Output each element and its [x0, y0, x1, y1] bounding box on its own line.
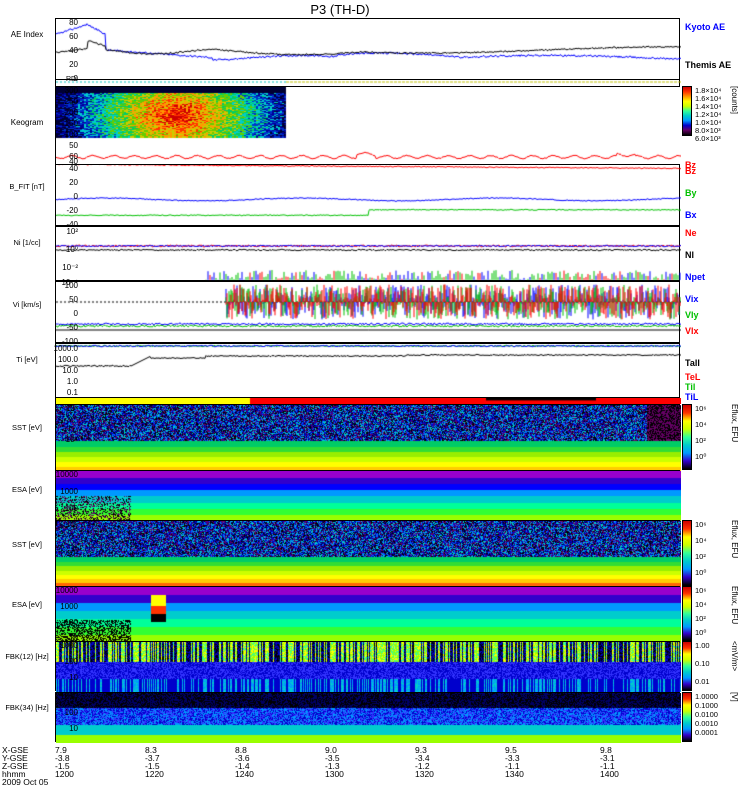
panel-esa2 — [55, 586, 680, 641]
ni-curve-canvas — [56, 227, 681, 282]
panel-fbk12 — [55, 641, 680, 691]
panel-keogram — [55, 86, 680, 164]
legend-tel: TeL — [685, 372, 700, 382]
panel-vi — [55, 281, 680, 343]
legend-vix: Vix — [685, 294, 698, 304]
esa2-colorbar — [682, 586, 692, 641]
legend-til2: TiL — [685, 392, 698, 402]
sst2-heatmap-canvas — [56, 521, 681, 587]
legend-ne: Ne — [685, 228, 697, 238]
ae-ytick-0: 80 — [40, 18, 78, 27]
axis-col-4-label: 1320 — [415, 769, 434, 779]
axis-col-1-label: 1220 — [145, 769, 164, 779]
fbk12-heatmap-canvas — [56, 642, 681, 692]
science-plot-root: P3 (TH-D) AE Index 80 60 40 20 0 Kyoto A… — [0, 0, 750, 800]
legend-til: Til — [685, 382, 695, 392]
axis-col-3-label: 1300 — [325, 769, 344, 779]
axis-col-2-label: 1240 — [235, 769, 254, 779]
esa2-heatmap-canvas — [56, 587, 681, 642]
ae-index-curve-canvas — [56, 19, 681, 81]
rdi-label: RDI — [40, 76, 78, 83]
keo-ytick-5: 50 — [40, 141, 78, 150]
panel-ae-index — [55, 18, 680, 80]
bfit-curve-canvas — [56, 165, 681, 227]
legend-kyoto-ae: Kyoto AE — [685, 22, 725, 32]
axis-col-5-label: 1340 — [505, 769, 524, 779]
panel-bfit — [55, 164, 680, 226]
sst2-ylabel: SST [eV] — [2, 540, 52, 549]
panel-ni — [55, 226, 680, 281]
keogram-colorbar — [682, 86, 692, 136]
keo-ytick-4: 100 — [40, 130, 78, 139]
fbk12-colorbar — [682, 641, 692, 691]
keo-ytick-2: 200 — [40, 108, 78, 117]
fbk34-heatmap-canvas — [56, 693, 681, 743]
panel-sst2 — [55, 520, 680, 586]
vi-curve-canvas — [56, 282, 681, 344]
panel-sst1 — [55, 404, 680, 470]
legend-by: By — [685, 188, 697, 198]
legend-bz: Bz — [685, 166, 696, 176]
panel-ti — [55, 343, 680, 398]
axis-col-0-label: 1200 — [55, 769, 74, 779]
legend-npet: Npet — [685, 272, 705, 282]
fbk34-colorbar — [682, 692, 692, 742]
panel-fbk34 — [55, 692, 680, 742]
legend-themis-ae: Themis AE — [685, 60, 731, 70]
keo-ytick-0: 300 — [40, 86, 78, 95]
sst1-heatmap-canvas — [56, 405, 681, 471]
ae-ytick-2: 40 — [40, 46, 78, 55]
legend-nl: Nl — [685, 250, 694, 260]
legend-tall: Tall — [685, 358, 700, 368]
ti-curve-canvas — [56, 344, 681, 399]
legend-vly: Vly — [685, 310, 699, 320]
panel-esa1 — [55, 470, 680, 520]
keo-ytick-1: 250 — [40, 97, 78, 106]
legend-vlx: Vlx — [685, 326, 699, 336]
ae-ytick-3: 20 — [40, 60, 78, 69]
sst1-colorbar — [682, 404, 692, 470]
page-title: P3 (TH-D) — [0, 2, 680, 17]
axis-col-6-label: 1400 — [600, 769, 619, 779]
keogram-heatmap-canvas — [56, 87, 681, 165]
esa1-heatmap-canvas — [56, 471, 681, 521]
sst2-colorbar — [682, 520, 692, 586]
sst1-ylabel: SST [eV] — [2, 423, 52, 432]
keo-ytick-3: 150 — [40, 119, 78, 128]
ae-ytick-1: 60 — [40, 32, 78, 41]
legend-bx: Bx — [685, 210, 697, 220]
